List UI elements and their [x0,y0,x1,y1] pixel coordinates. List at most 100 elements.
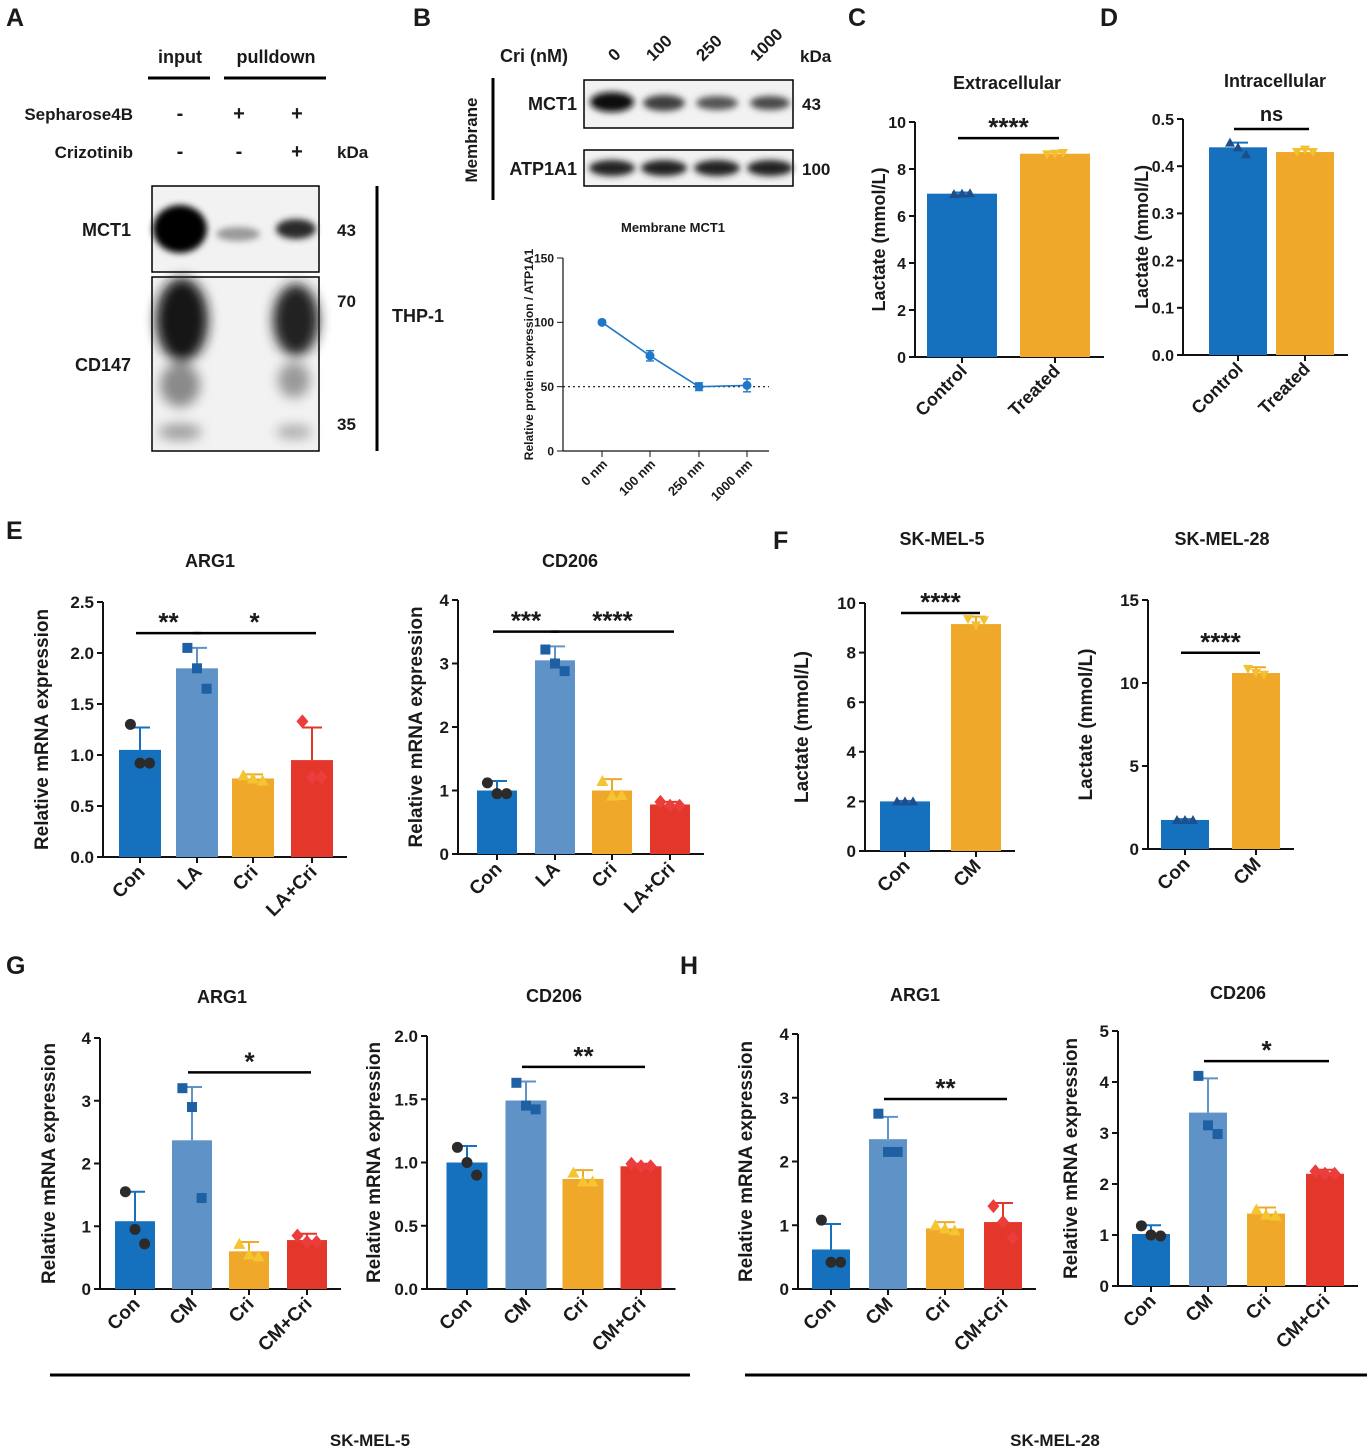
x-tick-label: Con [436,1294,477,1335]
chart-title: ARG1 [197,987,247,1007]
kda-label-a: kDa [337,143,369,162]
y-tick-label: 6 [847,693,856,712]
x-tick-label: LA+Cri [620,859,679,918]
chart-title: Intracellular [1224,71,1326,91]
cd147-label: CD147 [75,355,131,375]
panel-letter-f: F [773,527,788,555]
marker-35: 35 [337,415,356,434]
bar [1132,1233,1170,1286]
y-tick-label: 0.0 [70,848,94,867]
data-point-triangle [586,1175,599,1187]
data-point-triangle [243,1248,255,1260]
x-tick-label: Control [911,361,970,420]
x-tick-label: Con [466,859,507,900]
cri-dose-label: Cri (nM) [500,46,568,66]
bar [1161,819,1209,849]
data-point-circle [124,718,136,730]
x-tick-label: 0 nm [578,457,610,489]
mct1-label-a: MCT1 [82,220,131,240]
chart-d: 0.0 0.1 0.2 0.3 0.4 0.5 Intracellular Lactate (… [1132,71,1348,418]
data-point-triangle [1250,1203,1263,1215]
data-point-triangle [252,1250,265,1262]
data-point-square [177,1083,188,1094]
data-point-diamond [664,798,676,813]
marker-70: 70 [337,292,356,311]
chart-title: CD206 [542,551,598,571]
cd147-low-band-input [158,424,202,440]
data-point-square [883,1146,893,1157]
x-tick-label: CM [950,856,986,892]
panel-letter-a: A [6,4,24,32]
group-label-sk-mel-28: SK-MEL-28 [1010,1431,1100,1450]
y-tick-label: 0.5 [394,1217,418,1236]
chart-title: ARG1 [185,551,235,571]
data-point-circle [144,757,156,769]
data-point-diamond [673,798,686,813]
chart-title: Extracellular [953,73,1061,93]
significance-label: **** [592,606,633,636]
x-tick-label: CM+Cri [1272,1291,1334,1353]
sign: - [236,141,243,163]
y-axis-label: Lactate (mmol/L) [1076,648,1097,800]
x-tick-label: LA+Cri [262,862,321,921]
data-point-triangle [949,189,959,199]
y-tick-label: 4 [440,591,450,610]
y-tick-label: 0.3 [1152,206,1174,223]
y-tick-label: 0.5 [1152,112,1174,129]
chart-title: CD206 [526,986,582,1006]
sepharose-label: Sepharose4B [24,105,133,124]
data-point-triangle [963,615,973,625]
membrane-label: Membrane [462,97,481,182]
bar [927,193,997,357]
y-tick-label: 0 [780,1280,789,1299]
data-point-circle [1145,1229,1157,1241]
bar [1020,153,1090,357]
y-tick-label: 15 [1120,591,1139,610]
y-tick-label: 0 [1100,1277,1109,1296]
y-tick-label: 10 [837,594,856,613]
x-tick-label: Cri [229,862,263,896]
data-point-square [1193,1070,1204,1081]
cd147-low-band-lane3 [276,425,312,439]
band [590,92,634,112]
y-tick-label: 1.5 [70,695,94,714]
x-tick-label: Con [800,1294,841,1335]
significance-label: ns [1260,104,1283,126]
data-point-diamond [1319,1166,1331,1181]
data-point-circle [119,1186,131,1198]
x-tick-label: 100 nm [616,457,658,499]
panel-letter-h: H [680,952,698,980]
y-tick-label: 2 [847,793,856,812]
bar [1209,147,1267,355]
thp1-label: THP-1 [392,306,444,326]
chart-title: SK-MEL-28 [1174,529,1269,549]
y-tick-label: 4 [1100,1073,1110,1092]
data-point-diamond [310,1234,323,1249]
dose-label: 250 [692,31,725,64]
y-tick-label: 0.2 [1152,253,1174,270]
data-point-triangle [606,789,618,801]
marker-43-b: 43 [802,95,821,114]
chart-e-cd206: 0 1 2 3 4 CD206 Relative mRNA expression Con LA C… [406,551,704,918]
data-point-circle [491,788,503,800]
data-point-circle [1135,1220,1147,1232]
sign: + [291,103,303,125]
cd147-smear-input [160,363,200,407]
y-tick-label: 5 [1130,757,1139,776]
mct1-label-b: MCT1 [528,94,577,114]
data-point-triangle [615,788,628,800]
significance-label: ** [935,1073,956,1103]
x-tick-label: Con [874,856,915,897]
significance-label: * [244,1046,255,1076]
bar [562,1178,604,1289]
data-point-triangle [567,1166,580,1178]
y-tick-label: 0.0 [1152,348,1174,365]
data-point-triangle [1225,137,1235,147]
y-tick-label: 0 [82,1280,91,1299]
data-point-diamond [1309,1164,1322,1179]
data-point-triangle [957,188,967,198]
data-point-circle [1155,1230,1167,1242]
y-tick-label: 3 [780,1089,789,1108]
chart-title: CD206 [1210,983,1266,1003]
